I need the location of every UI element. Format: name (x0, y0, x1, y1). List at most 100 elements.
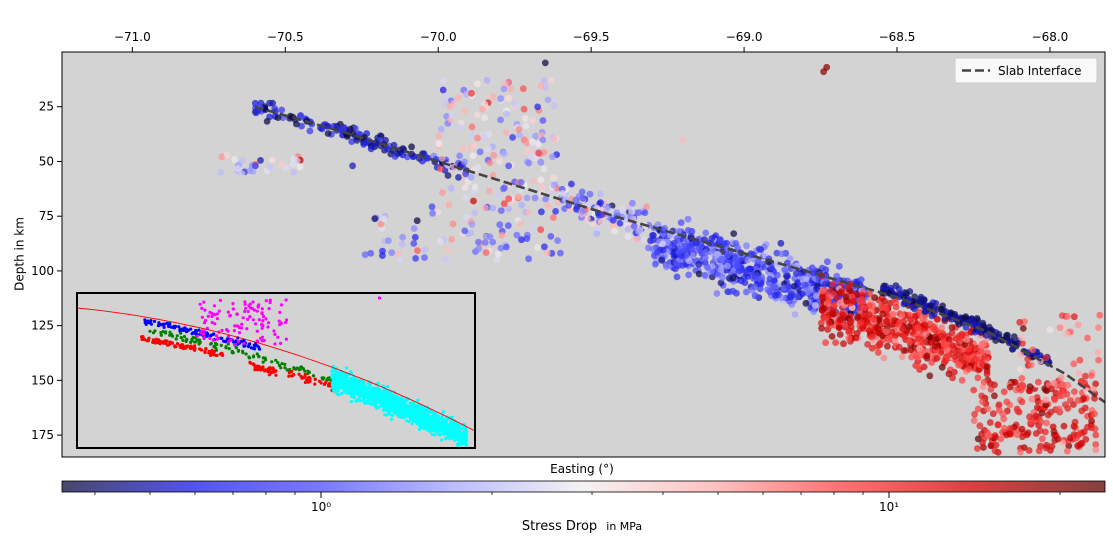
inset-point (331, 386, 335, 390)
event-point (523, 235, 531, 243)
inset-point (175, 342, 180, 346)
event-point (609, 222, 617, 230)
event-point (684, 227, 692, 234)
inset-point (263, 368, 267, 372)
event-point (529, 224, 537, 232)
inset-point (245, 327, 249, 331)
event-point (659, 246, 667, 254)
event-point (490, 151, 497, 159)
inset-point (331, 383, 335, 387)
inset-point (198, 302, 202, 306)
event-point (412, 255, 419, 262)
event-point (781, 266, 789, 273)
x-tick-label: −70.0 (420, 30, 457, 44)
event-point (675, 248, 683, 256)
inset-point (285, 318, 289, 322)
inset-reference-curve (77, 307, 475, 432)
inset-point (152, 319, 157, 323)
inset-point (337, 385, 341, 389)
event-point (624, 225, 632, 233)
event-point (269, 156, 276, 164)
inset-point (420, 422, 425, 427)
inset-point (208, 336, 212, 340)
inset-point (233, 340, 237, 344)
event-point (1018, 334, 1026, 342)
event-point (1024, 355, 1032, 363)
event-point (324, 130, 332, 137)
event-point (461, 158, 468, 166)
event-point (738, 277, 745, 285)
inset-frame (76, 292, 476, 449)
event-point (609, 217, 617, 224)
event-point (468, 221, 476, 228)
event-point (353, 137, 361, 144)
event-point (1046, 326, 1054, 333)
event-point (892, 303, 900, 311)
event-point (832, 339, 839, 346)
event-point (836, 331, 844, 338)
event-point (1071, 388, 1078, 395)
inset-point (303, 369, 307, 373)
event-point (495, 191, 503, 199)
inset-point (222, 339, 226, 343)
event-point (723, 251, 731, 259)
inset-point (261, 356, 265, 360)
inset-point (379, 390, 383, 394)
event-point (1080, 395, 1087, 403)
inset-point (371, 387, 375, 391)
event-point (913, 353, 921, 360)
event-point (844, 282, 852, 290)
inset-point (213, 322, 217, 326)
event-point (701, 249, 709, 256)
event-point (517, 179, 525, 186)
inset-point (461, 426, 465, 430)
event-point (900, 332, 908, 340)
event-point (707, 267, 715, 275)
event-point (847, 317, 855, 325)
inset-point (161, 330, 165, 334)
event-point (1016, 318, 1024, 326)
inset-point (276, 361, 280, 365)
event-point (911, 293, 918, 301)
event-point (1066, 397, 1074, 404)
event-point (579, 194, 587, 202)
inset-point (260, 323, 264, 327)
event-point (833, 272, 841, 280)
event-point (462, 194, 470, 201)
event-point (388, 249, 396, 257)
event-point (379, 247, 386, 255)
event-point (1018, 381, 1026, 389)
event-point (476, 148, 484, 156)
event-point (1042, 428, 1049, 436)
inset-point (405, 419, 409, 423)
event-point (531, 194, 539, 202)
event-point (732, 255, 740, 262)
inset-point (253, 368, 257, 372)
event-point (484, 145, 492, 152)
inset-point (455, 425, 459, 429)
inset-point (266, 325, 270, 329)
event-point (1096, 311, 1104, 319)
event-point (584, 215, 591, 223)
event-point (1055, 405, 1063, 413)
event-point (624, 233, 632, 240)
event-point (1091, 410, 1098, 418)
event-point (777, 239, 785, 247)
inset-point (447, 431, 451, 435)
event-point (717, 255, 725, 263)
event-point (963, 336, 970, 343)
event-point (550, 181, 558, 189)
inset-point (349, 379, 353, 383)
event-point (479, 105, 486, 113)
event-point (1056, 324, 1064, 332)
event-point (544, 96, 552, 104)
inset-point (341, 374, 346, 378)
event-point (1017, 351, 1024, 359)
event-point (461, 184, 469, 192)
inset-point (215, 312, 219, 316)
inset-point (423, 425, 427, 429)
inset-point (375, 406, 379, 410)
event-point (474, 134, 481, 142)
inset-point (276, 335, 280, 339)
inset-point (173, 344, 177, 348)
